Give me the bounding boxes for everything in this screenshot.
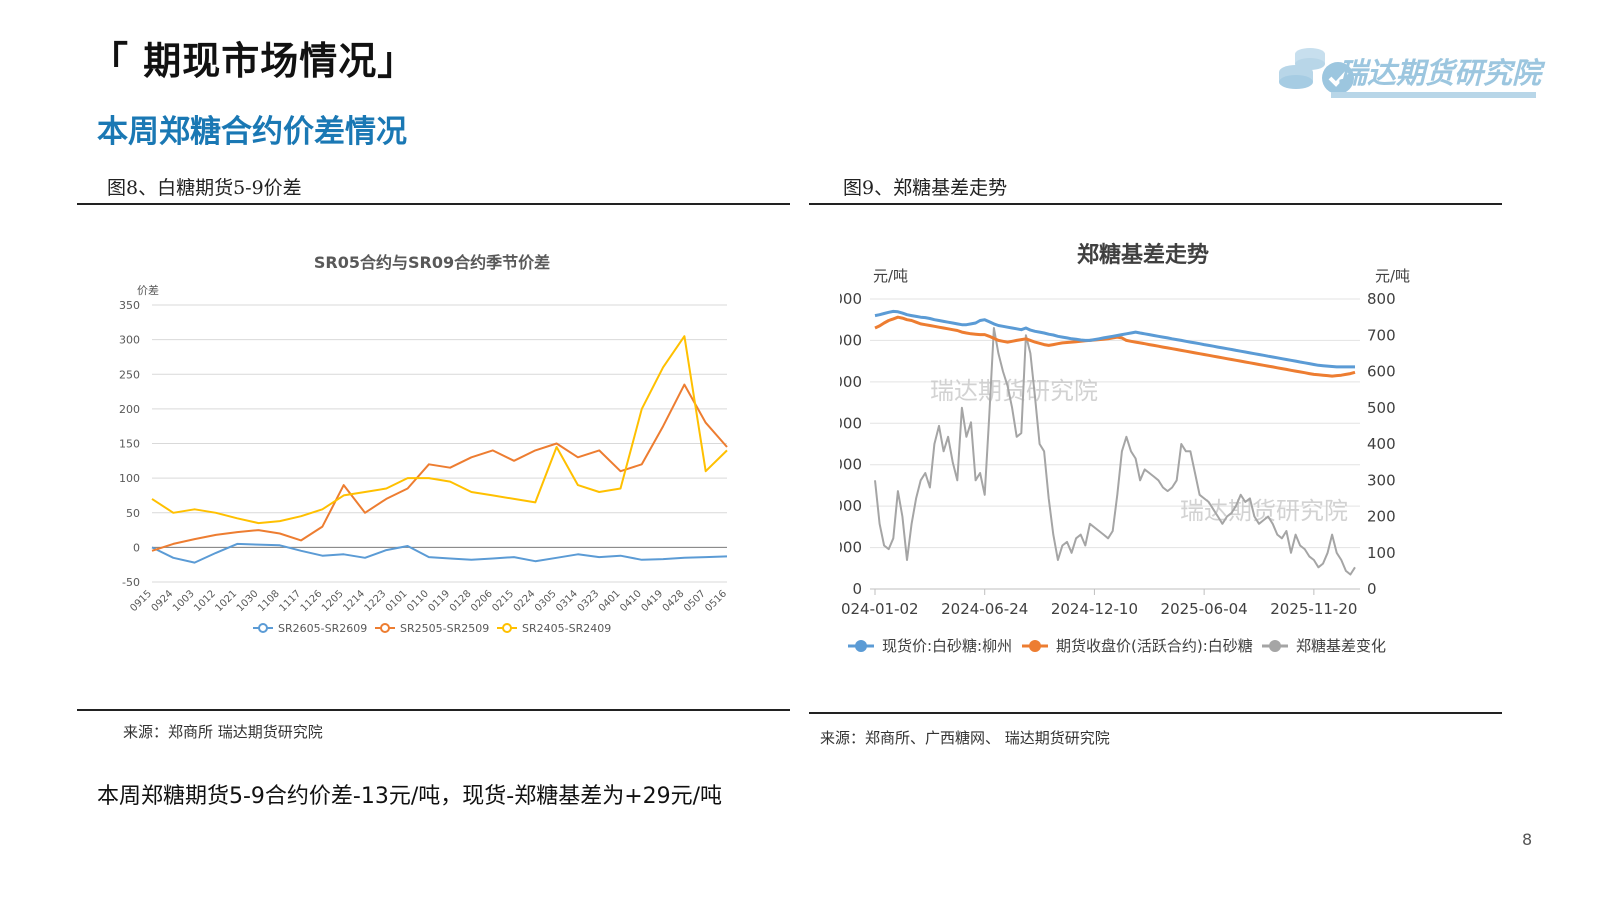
- chart2-left-y-tick: 0: [852, 580, 862, 598]
- figure-9-source: 来源：郑商所、广西糖网、 瑞达期货研究院: [820, 729, 1110, 747]
- chart2-left-axis-unit: 元/吨: [873, 267, 908, 285]
- section-title: 本周郑糖合约价差情况: [97, 114, 407, 150]
- chart1-legend-marker: [502, 623, 512, 633]
- chart1-y-tick: 300: [119, 334, 140, 347]
- chart2-right-y-tick: 500: [1367, 399, 1396, 417]
- chart2-legend-marker: [855, 640, 867, 652]
- chart2-right-y-tick: 0: [1367, 580, 1377, 598]
- seasonal-spread-chart: SR05合约与SR09合约季节价差 价差 -50 0 50 100 150 200 250 3…: [105, 245, 760, 660]
- chart1-title: SR05合约与SR09合约季节价差: [314, 253, 550, 272]
- chart1-y-tick: 0: [133, 541, 140, 554]
- figure-8-caption: 图8、白糖期货5-9价差: [107, 177, 302, 199]
- chart2-title: 郑糖基差走势: [1077, 242, 1209, 268]
- page-number: 8: [1522, 830, 1533, 849]
- chart2-right-y-tick: 600: [1367, 363, 1396, 381]
- chart1-legend-marker: [380, 623, 390, 633]
- chart2-legend-label: 期货收盘价(活跃合约):白砂糖: [1056, 637, 1253, 655]
- chart2-legend-label: 现货价:白砂糖:柳州: [882, 637, 1012, 655]
- chart2-legend-marker: [1269, 640, 1281, 652]
- figure-8-source: 来源：郑商所 瑞达期货研究院: [123, 723, 323, 741]
- company-logo: [1258, 32, 1538, 102]
- figure-9-caption: 图9、郑糖基差走势: [843, 177, 1008, 199]
- chart1-legend-marker: [258, 623, 268, 633]
- chart2-left-y-tick: 2,000: [840, 497, 862, 515]
- chart1-y-tick: 350: [119, 299, 140, 312]
- chart2-left-y-tick: 7,000: [840, 290, 862, 308]
- chart1-y-tick: 50: [126, 507, 140, 520]
- chart1-y-tick: 200: [119, 403, 140, 416]
- chart2-x-tick: 2025-06-04: [1161, 600, 1248, 618]
- chart1-legend-label: SR2405-SR2409: [522, 622, 611, 635]
- chart2-left-y-tick: 6,000: [840, 331, 862, 349]
- chart2-x-tick: 2025-11-20: [1270, 600, 1357, 618]
- chart1-legend-label: SR2505-SR2509: [400, 622, 489, 635]
- chart2-legend-label: 郑糖基差变化: [1296, 637, 1386, 655]
- chart2-series-line-1: [874, 309, 1355, 369]
- chart2-right-axis-unit: 元/吨: [1375, 267, 1410, 285]
- chart2-series-line-2: [874, 315, 1356, 378]
- chart2-right-y-tick: 700: [1367, 326, 1396, 344]
- chart2-left-y-tick: 4,000: [840, 414, 862, 432]
- coin-stack-icon: [1279, 48, 1354, 94]
- chart1-y-axis-label: 价差: [137, 283, 159, 297]
- figure-8-top-rule: [77, 203, 790, 205]
- figure-9-bottom-rule: [809, 712, 1502, 714]
- chart2-legend-marker: [1029, 640, 1041, 652]
- chart2-left-y-tick: 3,000: [840, 456, 862, 474]
- chart2-x-tick: 2024-06-24: [941, 600, 1028, 618]
- summary-text: 本周郑糖期货5-9合约价差-13元/吨，现货-郑糖基差为+29元/吨: [97, 784, 723, 809]
- chart1-series-line-2: [151, 383, 728, 552]
- chart2-right-y-tick: 800: [1367, 290, 1396, 308]
- chart2-right-y-tick: 400: [1367, 435, 1396, 453]
- logo-underline: [1331, 92, 1536, 98]
- figure-9-top-rule: [809, 203, 1502, 205]
- chart1-series-line-3: [151, 335, 728, 525]
- chart1-legend-label: SR2605-SR2609: [278, 622, 367, 635]
- chart2-x-tick: 2024-01-02: [840, 600, 919, 618]
- chart2-watermark-1: 瑞达期货研究院: [930, 377, 1098, 405]
- chart2-right-y-tick: 200: [1367, 508, 1396, 526]
- figure-8-bottom-rule: [77, 709, 790, 711]
- chart1-series-line-1: [151, 542, 728, 564]
- chart2-left-y-tick: 1,000: [840, 539, 862, 557]
- basis-trend-chart: 郑糖基差走势 元/吨 元/吨 0 1,000 2,000 3,000 4,000 5,00…: [840, 232, 1440, 687]
- chart2-left-y-tick: 5,000: [840, 373, 862, 391]
- chart2-right-y-tick: 100: [1367, 544, 1396, 562]
- chart1-y-tick: 150: [119, 438, 140, 451]
- chart2-series-line-3: [874, 327, 1356, 576]
- chart2-right-y-tick: 300: [1367, 471, 1396, 489]
- chart1-y-tick: -50: [122, 576, 140, 589]
- chart2-x-tick: 2024-12-10: [1051, 600, 1138, 618]
- chart1-y-tick: 100: [119, 472, 140, 485]
- logo-text: 瑞达期货研究院: [1338, 56, 1542, 90]
- chart1-y-tick: 250: [119, 368, 140, 381]
- page-title: 「 期现市场情况」: [90, 39, 417, 83]
